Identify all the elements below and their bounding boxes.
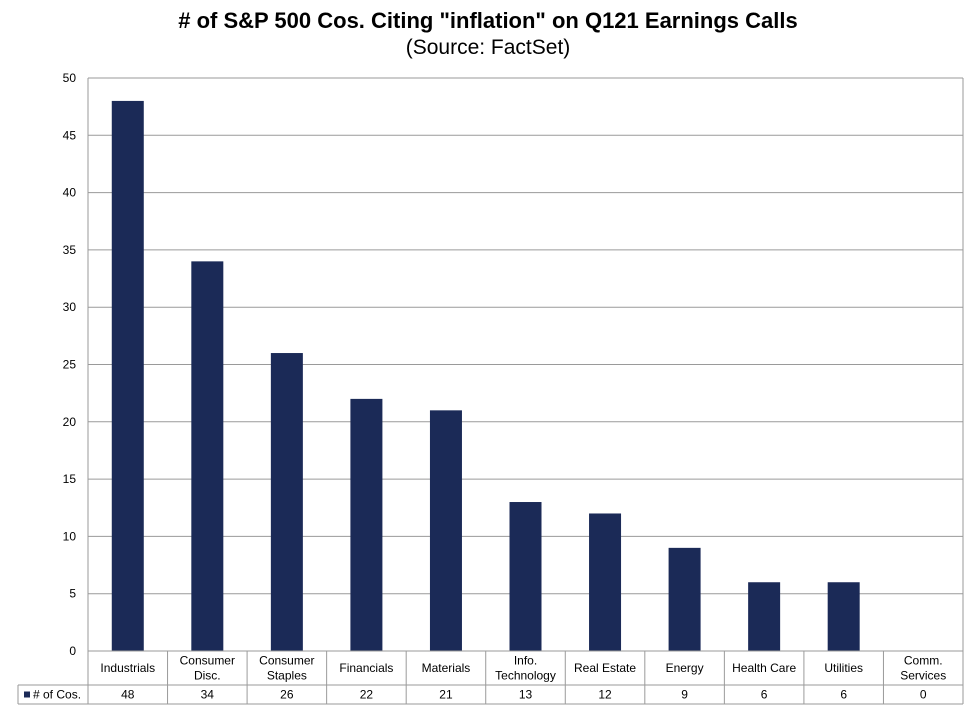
category-label: Energy — [666, 661, 704, 675]
data-value-label: 9 — [681, 688, 688, 702]
data-value-label: 6 — [840, 688, 847, 702]
category-label: Materials — [422, 661, 471, 675]
data-value-label: 22 — [360, 688, 374, 702]
chart-subtitle: (Source: FactSet) — [405, 36, 571, 59]
y-tick-label: 15 — [63, 472, 77, 486]
chart-title: # of S&P 500 Cos. Citing "inflation" on … — [178, 8, 798, 33]
bar — [350, 398, 383, 651]
y-tick-label: 20 — [63, 415, 77, 429]
category-label: Utilities — [824, 661, 863, 675]
legend-swatch — [24, 691, 30, 698]
y-tick-label: 10 — [63, 529, 77, 543]
category-label: Consumer Staples — [259, 654, 314, 683]
y-tick-label: 40 — [63, 186, 77, 200]
axes: 0 5 10 15 20 25 30 35 40 45 50 — [63, 71, 964, 704]
category-label: Consumer Disc. — [180, 654, 235, 683]
category-label: Info. Technology — [495, 654, 556, 683]
bar — [827, 582, 860, 651]
category-label: Real Estate — [574, 661, 636, 675]
y-tick-label: 0 — [69, 644, 76, 658]
bar — [111, 100, 144, 652]
y-tick-label: 30 — [63, 300, 77, 314]
bars — [111, 100, 860, 652]
category-label: Comm. Services — [900, 654, 946, 683]
data-value-label: 6 — [761, 688, 768, 702]
y-tick-label: 50 — [63, 71, 77, 85]
bar — [270, 353, 303, 651]
data-value-label: 26 — [280, 688, 294, 702]
category-label: Financials — [339, 661, 393, 675]
y-tick-label: 5 — [69, 587, 76, 601]
data-value-label: 13 — [519, 688, 533, 702]
y-tick-label: 45 — [63, 128, 77, 142]
bar — [668, 547, 701, 651]
data-value-label: 0 — [920, 688, 927, 702]
category-label: Health Care — [732, 661, 796, 675]
data-value-label: 12 — [598, 688, 612, 702]
bar — [748, 582, 781, 651]
category-label: Industrials — [100, 661, 155, 675]
y-tick-label: 35 — [63, 243, 77, 257]
data-value-label: 21 — [439, 688, 453, 702]
bar — [589, 513, 622, 651]
data-table: Industrials Consumer Disc. Consumer Staples F… — [17, 650, 964, 705]
data-value-label: 34 — [201, 688, 215, 702]
bar — [191, 261, 224, 651]
legend-series-name: # of Cos. — [33, 688, 81, 702]
y-tick-label: 25 — [63, 358, 77, 372]
data-value-label: 48 — [121, 688, 135, 702]
bar — [429, 410, 462, 651]
bar — [509, 502, 542, 651]
